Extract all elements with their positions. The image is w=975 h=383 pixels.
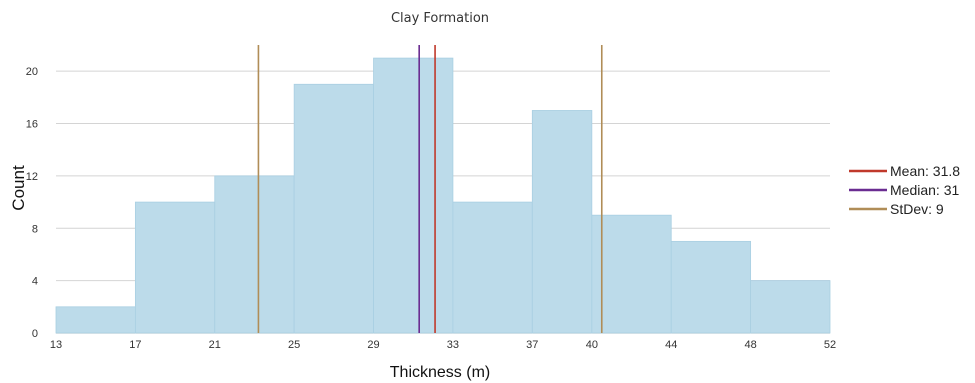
y-tick-label: 0 bbox=[32, 328, 38, 340]
y-tick-label: 4 bbox=[32, 276, 38, 288]
y-tick-label: 20 bbox=[26, 66, 38, 78]
histogram-bar bbox=[134, 201, 216, 334]
legend-label: Mean: 31.8 bbox=[890, 163, 960, 179]
x-tick-label: 21 bbox=[209, 339, 221, 351]
y-tick-label: 16 bbox=[26, 119, 38, 131]
y-tick-label: 8 bbox=[32, 223, 38, 235]
x-tick-label: 13 bbox=[50, 339, 62, 351]
chart-legend: Mean: 31.8 Median: 31 StDev: 9 bbox=[849, 163, 960, 217]
histogram-bar bbox=[591, 214, 672, 334]
x-tick-label: 44 bbox=[665, 339, 677, 351]
reference-lines bbox=[257, 45, 603, 333]
x-tick-label: 52 bbox=[824, 339, 836, 351]
histogram-bar bbox=[750, 280, 831, 334]
y-tick-label: 12 bbox=[26, 171, 38, 183]
histogram-bar bbox=[373, 57, 454, 334]
y-axis-label: Count bbox=[9, 165, 28, 211]
x-tick-label: 40 bbox=[586, 339, 598, 351]
chart-title: Clay Formation bbox=[391, 11, 489, 26]
histogram-bar bbox=[670, 240, 752, 334]
histogram-bars bbox=[55, 57, 831, 334]
x-tick-label: 25 bbox=[288, 339, 300, 351]
legend-label: StDev: 9 bbox=[890, 201, 944, 217]
histogram-bar bbox=[452, 201, 533, 334]
x-tick-label: 29 bbox=[367, 339, 379, 351]
x-tick-labels: 13 17 21 25 29 33 37 40 44 48 52 bbox=[50, 339, 836, 351]
histogram-bar bbox=[293, 83, 374, 334]
x-tick-label: 17 bbox=[129, 339, 141, 351]
histogram-bar bbox=[214, 175, 295, 334]
x-tick-label: 37 bbox=[526, 339, 538, 351]
histogram-bar bbox=[531, 110, 593, 334]
legend-label: Median: 31 bbox=[890, 182, 959, 198]
x-axis-label: Thickness (m) bbox=[390, 364, 490, 381]
histogram-bar bbox=[55, 306, 136, 334]
y-tick-labels: 0 4 8 12 16 20 bbox=[26, 66, 38, 340]
x-tick-label: 48 bbox=[744, 339, 756, 351]
x-tick-label: 33 bbox=[447, 339, 459, 351]
